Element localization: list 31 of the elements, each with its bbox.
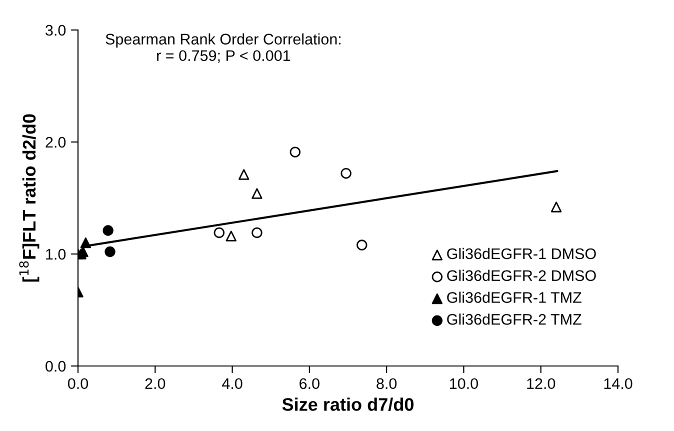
legend-label: Gli36dEGFR-2 TMZ [447, 314, 582, 325]
point [102, 225, 114, 236]
point [78, 248, 86, 260]
y-tick-label: 3.0 [46, 24, 66, 36]
legend-label: Gli36dEGFR-1 DMSO [447, 248, 596, 260]
legend-label: Gli36dEGFR-1 TMZ [447, 292, 582, 303]
x-tick-label: 10.0 [450, 378, 478, 390]
point [252, 188, 262, 199]
x-tick-label: 14.0 [604, 378, 632, 390]
y-tick-label: 2.0 [46, 136, 66, 148]
x-tick-label: 6.0 [300, 378, 320, 390]
y-tick-label: 1.0 [46, 248, 66, 260]
point [356, 240, 368, 250]
x-tick-label: 2.0 [145, 378, 166, 390]
x-tick-label: 8.0 [376, 378, 397, 390]
point [104, 246, 116, 258]
point [340, 168, 352, 179]
y-tick-label: 0.0 [46, 360, 66, 372]
annotation: Spearman Rank Order Correlation: r = 0.759; P < 0.001 [106, 33, 341, 63]
legend-label: Gli36dEGFR-2 DMSO [447, 270, 596, 282]
point [238, 169, 250, 180]
x-tick-label: 0.0 [68, 378, 88, 390]
x-axis-title: Size ratio d7/d0 [282, 398, 414, 412]
point [550, 202, 562, 212]
point [226, 230, 236, 242]
point [290, 146, 301, 158]
point [252, 227, 262, 238]
y-axis-title: [$^{18}$F]FLT ratio d2/d0 [19, 114, 40, 282]
point [214, 227, 225, 238]
x-tick-label: 4.0 [222, 378, 242, 390]
x-tick-label: 12.0 [527, 378, 556, 390]
